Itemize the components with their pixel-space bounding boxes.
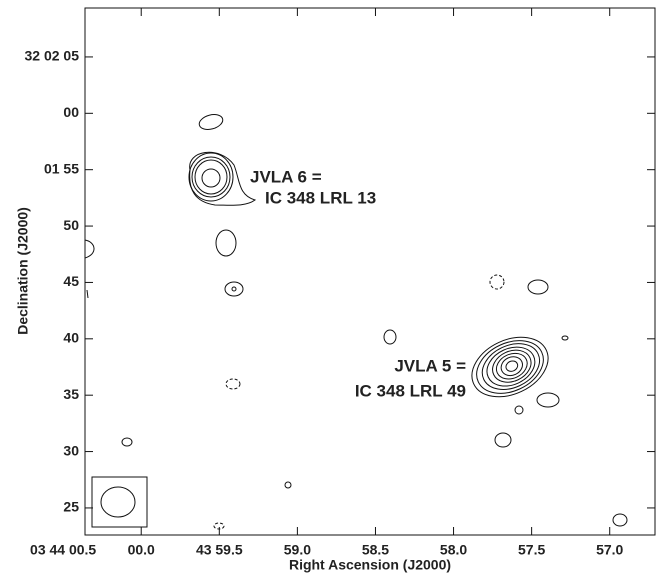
contour — [188, 152, 234, 202]
contour — [225, 378, 241, 390]
contour — [191, 156, 231, 198]
contour — [121, 437, 133, 447]
contour — [383, 329, 397, 345]
contour — [505, 360, 519, 372]
contour — [481, 343, 541, 390]
y-tick-label: 50 — [63, 217, 79, 233]
y-tick-label: 30 — [63, 442, 79, 458]
contour — [201, 168, 221, 188]
y-tick-label: 01 55 — [44, 160, 79, 176]
beam-box — [91, 476, 148, 528]
x-tick-label: 03 44 00.5 — [30, 542, 96, 558]
x-tick-label: 58.0 — [440, 542, 467, 558]
x-tick-label: 57.0 — [596, 542, 623, 558]
contour — [194, 159, 228, 195]
contour — [215, 229, 237, 257]
contour — [536, 392, 560, 408]
y-tick-label: 00 — [63, 104, 79, 120]
annotation: JVLA 5 = — [394, 356, 466, 375]
x-tick-label: 58.5 — [362, 542, 389, 558]
y-tick-label: 40 — [63, 330, 79, 346]
y-tick-label: 25 — [63, 499, 79, 515]
contour — [527, 279, 549, 295]
source-6 — [188, 151, 257, 206]
contour — [486, 346, 536, 387]
contour — [86, 289, 89, 299]
contour — [224, 281, 244, 297]
x-axis-label: Right Ascension (J2000) — [289, 557, 451, 573]
contour — [612, 513, 628, 527]
annotation: IC 348 LRL 49 — [355, 381, 466, 400]
contour — [84, 239, 95, 259]
contour — [494, 432, 512, 448]
x-tick-label: 59.0 — [284, 542, 311, 558]
contours — [84, 114, 628, 530]
contour — [489, 274, 505, 290]
annotation: JVLA 6 = — [250, 167, 322, 186]
x-tick-label: 57.5 — [518, 542, 545, 558]
contour — [284, 481, 292, 489]
annotation: IC 348 LRL 13 — [265, 188, 376, 207]
source-5 — [471, 336, 549, 398]
x-tick-label: 43 59.5 — [196, 542, 243, 558]
x-tick-label: 00.0 — [128, 542, 155, 558]
y-tick-label: 45 — [63, 273, 79, 289]
plot-frame — [84, 7, 656, 536]
contour — [561, 335, 569, 341]
contour — [500, 356, 523, 377]
contour — [495, 352, 528, 380]
contour — [471, 336, 549, 398]
contour — [198, 114, 224, 130]
contour — [514, 405, 524, 415]
y-tick-label: 32 02 05 — [25, 48, 80, 64]
y-tick-label: 35 — [63, 386, 79, 402]
contour — [476, 340, 544, 394]
contour — [492, 349, 532, 383]
contour — [231, 286, 237, 292]
y-axis-label: Declination (J2000) — [15, 207, 31, 335]
beam — [100, 486, 136, 518]
